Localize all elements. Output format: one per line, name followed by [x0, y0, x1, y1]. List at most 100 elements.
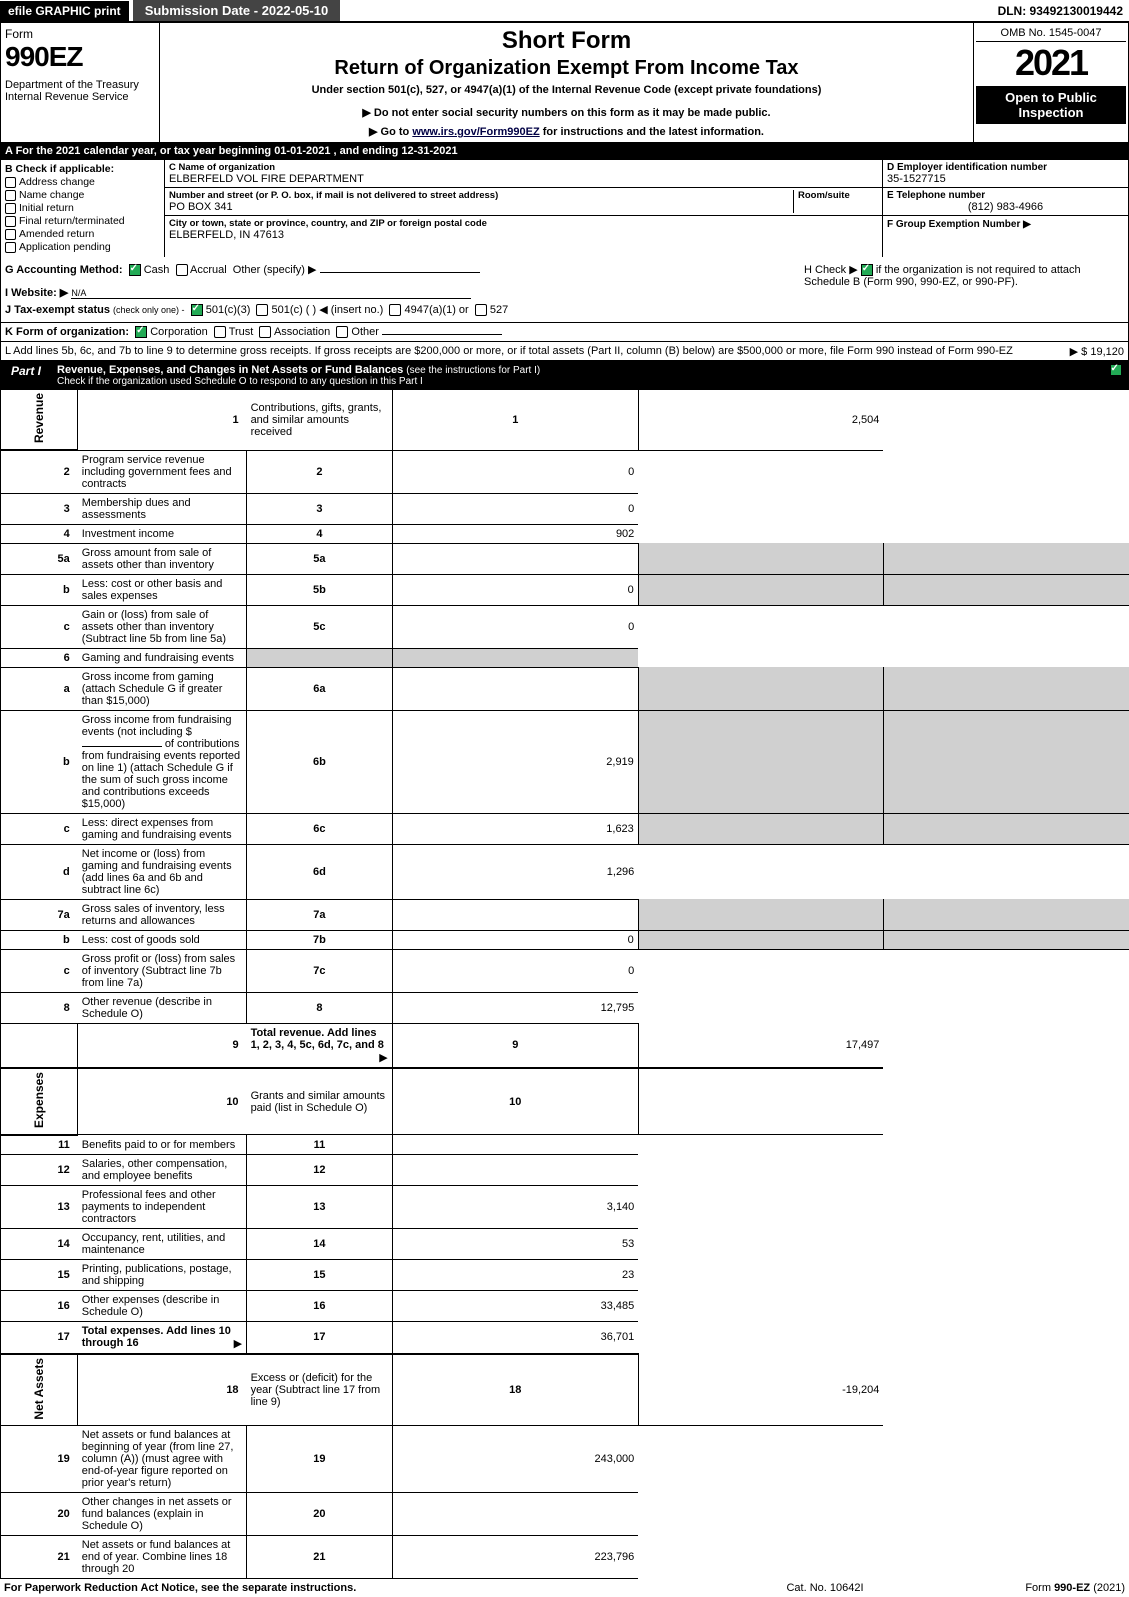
- mln-6b: 6b: [247, 710, 393, 813]
- ln-2: 2: [1, 450, 78, 493]
- num-14: 14: [247, 1228, 393, 1259]
- desc-14: Occupancy, rent, utilities, and maintena…: [78, 1228, 247, 1259]
- ln-4: 4: [1, 524, 78, 543]
- chk-schedule-b[interactable]: [861, 264, 873, 276]
- chk-address-change[interactable]: Address change: [5, 176, 160, 188]
- chk-amended-return[interactable]: Amended return: [5, 228, 160, 240]
- form-title: Return of Organization Exempt From Incom…: [170, 57, 963, 80]
- chk-association[interactable]: [259, 326, 271, 338]
- line-j: J Tax-exempt status (check only one) - 5…: [5, 303, 796, 316]
- efile-print-label[interactable]: efile GRAPHIC print: [0, 1, 129, 21]
- chk-initial-return[interactable]: Initial return: [5, 202, 160, 214]
- chk-application-pending[interactable]: Application pending: [5, 241, 160, 253]
- ln-7a: 7a: [1, 899, 78, 930]
- ln-12: 12: [1, 1154, 78, 1185]
- num-20: 20: [247, 1493, 393, 1536]
- chk-other-org[interactable]: [336, 326, 348, 338]
- desc-16: Other expenses (describe in Schedule O): [78, 1290, 247, 1321]
- val-12: [392, 1154, 638, 1185]
- ln-7b: b: [1, 930, 78, 949]
- form-number: 990EZ: [5, 41, 155, 73]
- chk-name-change[interactable]: Name change: [5, 189, 160, 201]
- other-org-input[interactable]: [382, 334, 502, 335]
- desc-17: Total expenses. Add lines 10 through 16 …: [78, 1321, 247, 1354]
- desc-20: Other changes in net assets or fund bala…: [78, 1493, 247, 1536]
- chk-cash[interactable]: [129, 264, 141, 276]
- phone: (812) 983-4966: [887, 201, 1124, 213]
- desc-13: Professional fees and other payments to …: [78, 1185, 247, 1228]
- chk-accrual[interactable]: [176, 264, 188, 276]
- desc-11: Benefits paid to or for members: [78, 1135, 247, 1155]
- street: PO BOX 341: [169, 201, 793, 213]
- page-footer: For Paperwork Reduction Act Notice, see …: [0, 1579, 1129, 1597]
- desc-6a: Gross income from gaming (attach Schedul…: [78, 667, 247, 710]
- submission-date: Submission Date - 2022-05-10: [133, 0, 341, 21]
- chk-501c[interactable]: [256, 304, 268, 316]
- mln-7b: 7b: [247, 930, 393, 949]
- expenses-side-label: Expenses: [32, 1072, 46, 1128]
- section-b-label: B Check if applicable:: [5, 163, 160, 175]
- ln-15: 15: [1, 1259, 78, 1290]
- chk-trust[interactable]: [214, 326, 226, 338]
- other-specify-input[interactable]: [320, 272, 480, 273]
- instructions-link-line: ▶ Go to www.irs.gov/Form990EZ for instru…: [170, 125, 963, 138]
- org-name: ELBERFELD VOL FIRE DEPARTMENT: [169, 173, 364, 185]
- section-def: D Employer identification number 35-1527…: [882, 160, 1128, 257]
- num-2: 2: [247, 450, 393, 493]
- desc-6: Gaming and fundraising events: [78, 648, 247, 667]
- num-6d: 6d: [247, 844, 393, 899]
- top-bar: efile GRAPHIC print Submission Date - 20…: [0, 0, 1129, 22]
- num-21: 21: [247, 1536, 393, 1579]
- desc-2: Program service revenue including govern…: [78, 450, 247, 493]
- irs-link[interactable]: www.irs.gov/Form990EZ: [412, 126, 539, 138]
- ln-17: 17: [1, 1321, 78, 1354]
- ln-21: 21: [1, 1536, 78, 1579]
- room-label: Room/suite: [798, 190, 878, 201]
- chk-final-return[interactable]: Final return/terminated: [5, 215, 160, 227]
- desc-21: Net assets or fund balances at end of ye…: [78, 1536, 247, 1579]
- section-c: C Name of organization ELBERFELD VOL FIR…: [165, 160, 882, 257]
- ln-20: 20: [1, 1493, 78, 1536]
- part1-table: Revenue 1 Contributions, gifts, grants, …: [0, 390, 1129, 1579]
- website: N/A: [71, 288, 471, 299]
- chk-corporation[interactable]: [135, 326, 147, 338]
- desc-5c: Gain or (loss) from sale of assets other…: [78, 605, 247, 648]
- open-to-public: Open to Public Inspection: [976, 86, 1126, 124]
- note2-post: for instructions and the latest informat…: [540, 126, 764, 138]
- header-right: OMB No. 1545-0047 2021 Open to Public In…: [973, 23, 1128, 142]
- mval-7b: 0: [392, 930, 638, 949]
- tax-year: 2021: [976, 42, 1126, 84]
- mval-6a: [392, 667, 638, 710]
- header-left: Form 990EZ Department of the Treasury In…: [1, 23, 160, 142]
- revenue-side-label: Revenue: [32, 393, 46, 443]
- ein: 35-1527715: [887, 173, 1124, 185]
- mval-5a: [392, 543, 638, 574]
- group-exemption-label: F Group Exemption Number ▶: [887, 219, 1031, 230]
- chk-527[interactable]: [475, 304, 487, 316]
- street-row: Number and street (or P. O. box, if mail…: [165, 188, 882, 216]
- part1-schedule-o-check[interactable]: [1103, 361, 1128, 390]
- chk-501c3[interactable]: [191, 304, 203, 316]
- form-word: Form: [5, 27, 155, 41]
- form-ref: Form 990-EZ (2021): [925, 1582, 1125, 1594]
- chk-4947[interactable]: [389, 304, 401, 316]
- val-17: 36,701: [392, 1321, 638, 1354]
- val-14: 53: [392, 1228, 638, 1259]
- desc-7a: Gross sales of inventory, less returns a…: [78, 899, 247, 930]
- desc-19: Net assets or fund balances at beginning…: [78, 1426, 247, 1493]
- phone-label: E Telephone number: [887, 190, 1124, 201]
- val-5c: 0: [392, 605, 638, 648]
- line-g: G Accounting Method: Cash Accrual Other …: [1, 257, 800, 322]
- ln-16: 16: [1, 1290, 78, 1321]
- part1-tag: Part I: [1, 361, 51, 390]
- phone-row: E Telephone number (812) 983-4966: [883, 188, 1128, 216]
- ln-7c: c: [1, 949, 78, 992]
- val-16: 33,485: [392, 1290, 638, 1321]
- department: Department of the Treasury Internal Reve…: [5, 79, 155, 103]
- ein-label: D Employer identification number: [887, 162, 1124, 173]
- num-17: 17: [247, 1321, 393, 1354]
- ln-14: 14: [1, 1228, 78, 1259]
- num-11: 11: [247, 1135, 393, 1155]
- form-header: Form 990EZ Department of the Treasury In…: [0, 22, 1129, 143]
- desc-6c: Less: direct expenses from gaming and fu…: [78, 813, 247, 844]
